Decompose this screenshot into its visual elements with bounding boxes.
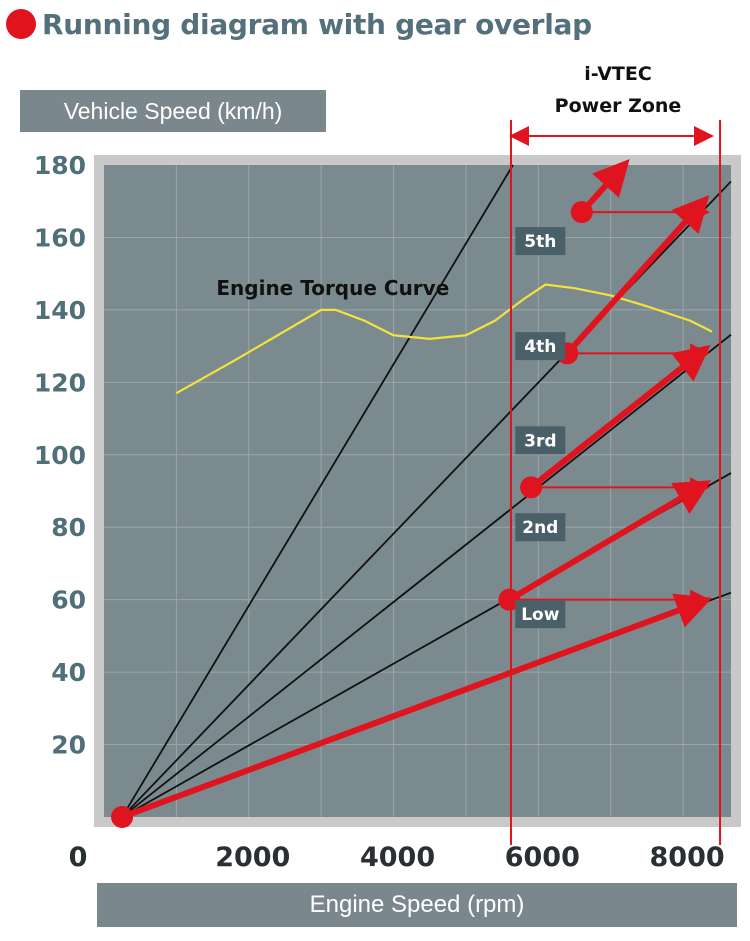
y-tick-label: 80 xyxy=(51,513,86,542)
power-zone-group xyxy=(508,120,722,845)
y-tick-label: 140 xyxy=(34,296,86,325)
power-zone-label-line1: i-VTEC xyxy=(584,63,652,85)
y-tick-label: 60 xyxy=(51,586,86,615)
y-tick-label: 40 xyxy=(51,658,86,687)
chart-title-text: Running diagram with gear overlap xyxy=(42,7,592,41)
gear-label-2nd: 2nd xyxy=(522,518,558,538)
gear-label-low: Low xyxy=(521,605,560,625)
x-tick-label: 6000 xyxy=(505,842,580,873)
chart-title: Running diagram with gear overlap xyxy=(6,4,592,44)
gear-label-box xyxy=(515,332,566,361)
y-tick-label: 100 xyxy=(34,441,86,470)
y-tick-labels: 20 40 60 80 100 120 140 160 180 xyxy=(34,151,86,760)
gear-labels: Low 2nd 3rd 4th 5th xyxy=(515,227,566,629)
power-zone-label: i-VTEC Power Zone xyxy=(518,58,718,122)
x-tick-labels: 0 2000 4000 6000 8000 xyxy=(69,842,725,873)
x-tick-label: 0 xyxy=(69,842,88,873)
plot-area xyxy=(104,165,731,817)
x-axis-label: Engine Speed (rpm) xyxy=(97,883,737,927)
gear-label-box xyxy=(515,426,566,455)
power-zone-label-line2: Power Zone xyxy=(554,95,682,117)
gear-label-box xyxy=(515,513,566,542)
shift-path-arrows xyxy=(119,158,713,820)
y-tick-label: 180 xyxy=(34,151,86,180)
x-tick-label: 2000 xyxy=(215,842,290,873)
torque-curve-line xyxy=(175,283,713,395)
torque-curve-label: Engine Torque Curve xyxy=(216,276,449,300)
gear-line-3rd xyxy=(121,334,732,818)
shift-point xyxy=(111,806,134,828)
shift-point xyxy=(520,476,543,499)
shift-path-arrow xyxy=(119,593,713,820)
shift-point xyxy=(498,588,521,611)
y-tick-label: 20 xyxy=(51,731,86,760)
title-bullet-icon xyxy=(6,9,36,39)
y-axis-label: Vehicle Speed (km/h) xyxy=(20,90,326,132)
gear-label-box xyxy=(515,600,566,629)
gear-label-3rd: 3rd xyxy=(524,431,556,451)
shift-point xyxy=(570,201,593,224)
torque-curve-group: Engine Torque Curve xyxy=(175,276,713,395)
gear-label-5th: 5th xyxy=(524,232,556,252)
gear-label-4th: 4th xyxy=(524,337,556,357)
x-tick-label: 8000 xyxy=(650,842,725,873)
y-tick-label: 120 xyxy=(34,368,86,397)
x-tick-label: 4000 xyxy=(360,842,435,873)
shift-path-arrow xyxy=(506,480,712,603)
gear-label-box xyxy=(515,227,566,256)
y-tick-label: 160 xyxy=(34,223,86,252)
gear-line-5th xyxy=(121,164,514,818)
shift-path-arrow xyxy=(528,345,711,491)
shift-path-arrow xyxy=(564,195,710,357)
